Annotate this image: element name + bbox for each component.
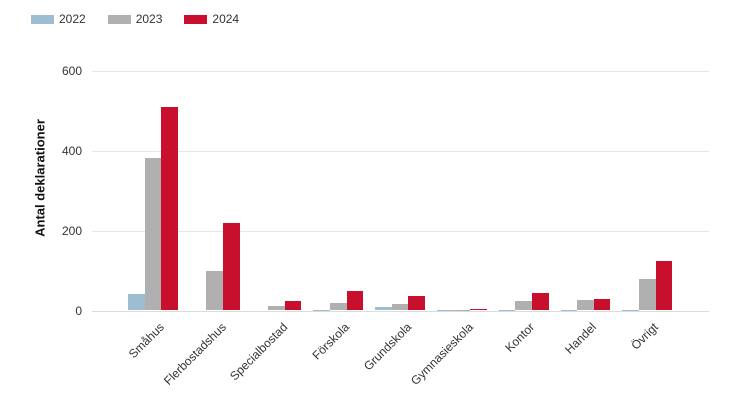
bar-2024[interactable] [655,261,673,311]
bar-2024[interactable] [346,290,364,311]
bar-2022[interactable] [498,309,516,311]
bar-2022[interactable] [128,293,145,311]
x-axis-baseline [92,311,709,312]
bar-2024[interactable] [470,308,487,311]
bar-2023[interactable] [639,278,656,311]
bar-2024[interactable] [532,292,549,311]
y-tick-label: 600 [61,64,82,78]
bar-2023[interactable] [144,158,162,311]
x-tick-label: Övrigt [628,320,662,353]
bar-2024[interactable] [408,295,425,311]
x-tick-label: Flerbostadshus [160,320,229,388]
chart-legend: 2022 2023 2024 [31,12,261,26]
legend-label: 2023 [135,12,163,26]
x-tick-label: Kontor [502,320,538,355]
bar-2022[interactable] [560,309,578,311]
bar-2023[interactable] [391,304,409,311]
bar-2022[interactable] [622,309,639,311]
x-tick-label: Gymnasieskola [407,320,476,388]
legend-swatch [184,14,208,24]
bar-2022[interactable] [313,309,330,311]
bar-2024[interactable] [161,106,178,311]
bar-2024[interactable] [223,223,240,311]
bar-2023[interactable] [453,309,471,311]
bar-2024[interactable] [593,298,611,311]
legend-label: 2024 [212,12,240,26]
bar-2023[interactable] [577,299,594,311]
legend-item-2022[interactable]: 2022 [31,12,86,26]
legend-swatch [31,14,54,24]
bar-2023[interactable] [330,302,347,311]
legend-swatch [107,14,131,24]
x-tick-label: Handel [562,320,600,357]
bar-2023[interactable] [515,300,532,311]
x-tick-label: Småhus [125,320,167,362]
bar-2022[interactable] [375,307,392,311]
x-tick-label: Specialbostad [227,320,291,384]
y-tick-label: 0 [75,304,82,318]
x-tick-label: Grundskola [360,320,415,374]
legend-item-2023[interactable]: 2023 [107,12,163,26]
y-tick-label: 400 [61,144,82,158]
legend-item-2024[interactable]: 2024 [184,12,239,26]
y-tick-label: 200 [61,224,82,238]
bar-2023[interactable] [268,306,285,311]
gridline [92,151,709,152]
gridline [92,71,709,72]
bar-2022[interactable] [437,309,454,311]
legend-label: 2022 [59,12,86,26]
bar-2023[interactable] [206,271,223,311]
bar-2024[interactable] [284,300,302,311]
x-tick-label: Förskola [309,320,353,363]
gridline [92,231,709,232]
